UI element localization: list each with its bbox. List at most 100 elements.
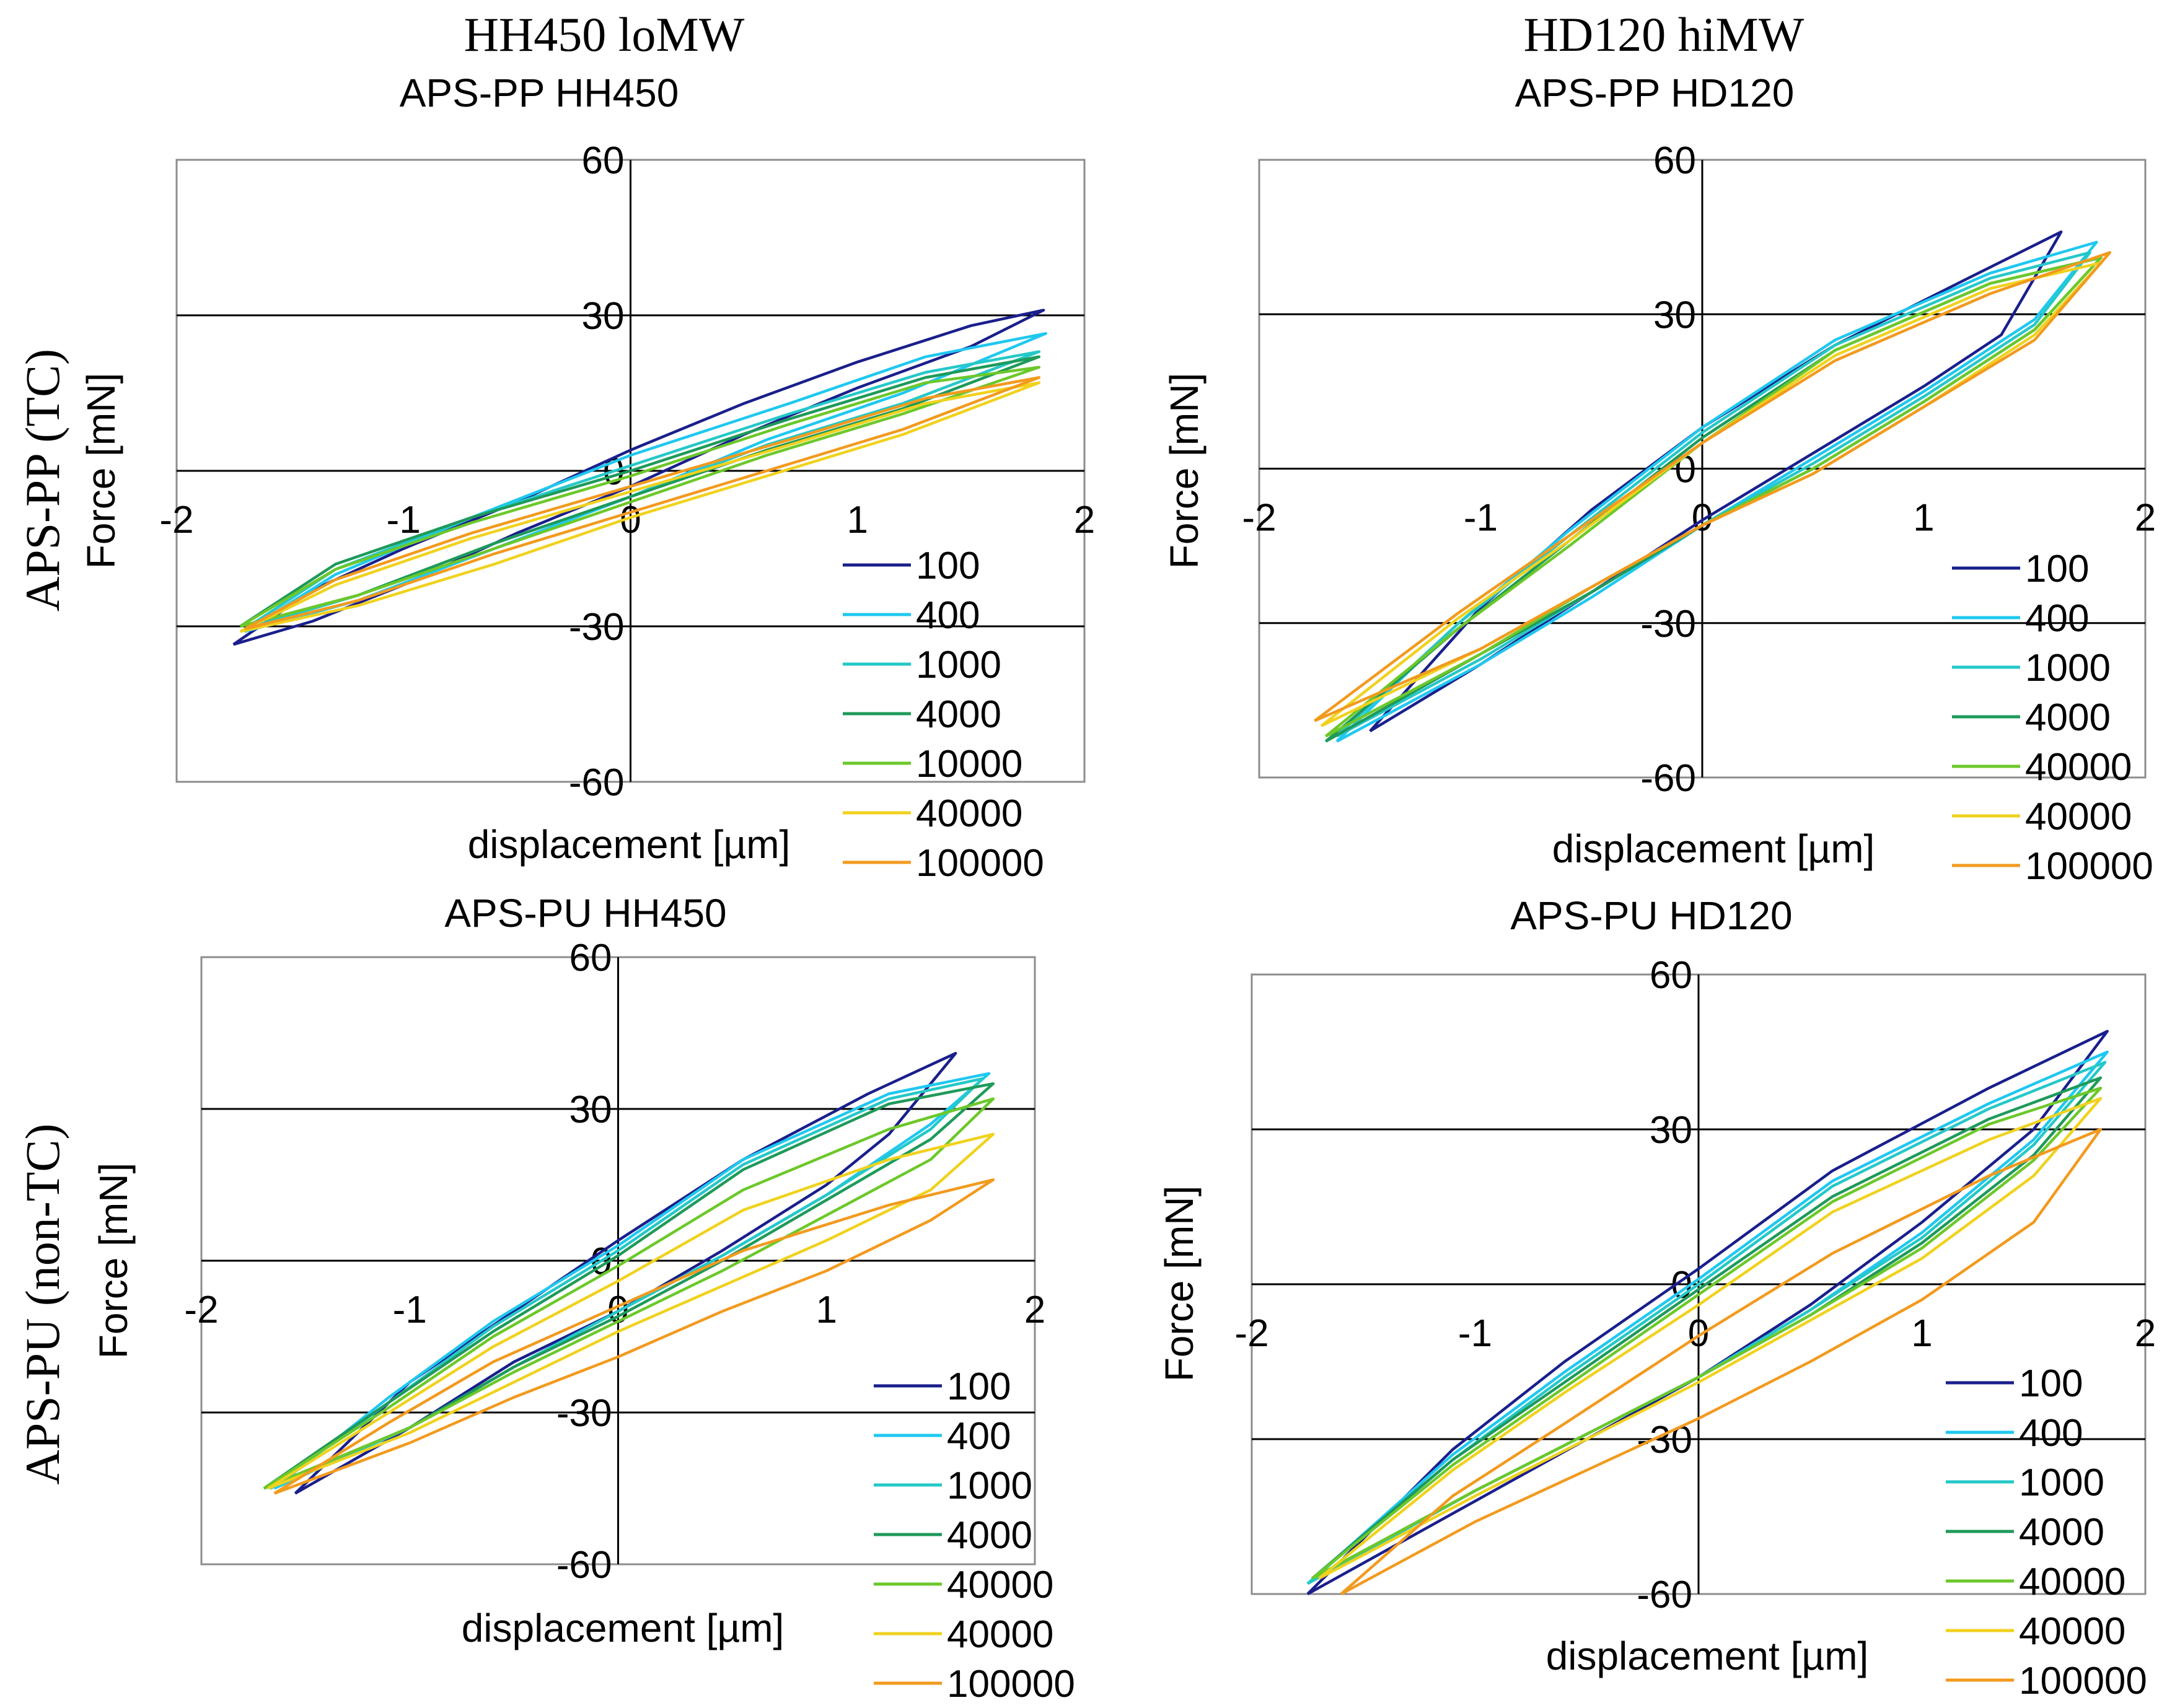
series-line-40000 <box>1311 1087 2103 1580</box>
series-line-10000 <box>239 366 1041 628</box>
chart-title: APS-PU HD120 <box>1510 893 1792 938</box>
y-tick-label: -30 <box>556 1392 612 1435</box>
chart-title: APS-PU HH450 <box>444 891 726 935</box>
legend-label: 40000 <box>916 792 1022 835</box>
legend-label: 100 <box>2025 548 2089 590</box>
series-line-40000 <box>239 381 1041 633</box>
y-axis-label: Force [mN] <box>91 1163 136 1359</box>
legend-label: 40000 <box>2019 1561 2125 1603</box>
legend-label: 400 <box>916 594 980 637</box>
row-label-top: APS-PP (TC) <box>15 349 69 611</box>
series-line-40000 <box>1317 1097 2103 1580</box>
legend: 100 400 1000 4000 40000 40000 100000 <box>1946 1362 2147 1702</box>
x-axis-label: displacement [µm] <box>462 1606 785 1650</box>
chart-title: APS-PP HH450 <box>400 71 679 115</box>
legend-label: 100000 <box>947 1663 1075 1706</box>
x-tick-label: -1 <box>393 1289 427 1331</box>
x-axis-label: displacement [µm] <box>468 822 791 867</box>
y-tick-label: 30 <box>582 295 625 338</box>
legend-label: 4000 <box>2019 1511 2104 1554</box>
legend: 100 400 1000 4000 40000 40000 100000 <box>874 1365 1075 1706</box>
series-line-4000 <box>239 355 1041 628</box>
legend-label: 4000 <box>2025 696 2111 739</box>
legend-label: 40000 <box>2019 1610 2125 1653</box>
series-line-400 <box>1335 240 2098 743</box>
x-tick-label: -1 <box>1458 1312 1492 1355</box>
legend-label: 40000 <box>2025 795 2132 838</box>
legend-label: 100 <box>916 545 980 587</box>
series-line-100000 <box>244 376 1041 631</box>
legend-label: 1000 <box>916 644 1001 686</box>
x-tick-label: 1 <box>816 1289 837 1331</box>
legend-label: 40000 <box>947 1613 1053 1656</box>
x-tick-label: 1 <box>1911 1312 1932 1355</box>
y-tick-label: -30 <box>1640 603 1696 646</box>
y-tick-label: 60 <box>582 139 625 182</box>
legend-label: 400 <box>947 1415 1011 1458</box>
legend-label: 100000 <box>2025 845 2153 888</box>
y-tick-label: 30 <box>1653 294 1696 336</box>
series-line-1000 <box>269 1077 985 1490</box>
y-tick-label: 60 <box>1653 139 1696 182</box>
column-title-left: HH450 loMW <box>464 7 745 61</box>
legend-label: 400 <box>2025 597 2089 640</box>
column-title-right: HD120 hiMW <box>1524 7 1804 61</box>
chart-title: APS-PP HD120 <box>1515 71 1795 115</box>
y-axis-label: Force [mN] <box>1162 373 1207 569</box>
legend-label: 400 <box>2019 1412 2083 1455</box>
y-axis-label: Force [mN] <box>79 373 123 569</box>
series-line-100000 <box>273 1178 995 1495</box>
legend-label: 40000 <box>2025 746 2132 789</box>
x-tick-label: -2 <box>159 499 193 541</box>
y-tick-label: 30 <box>1650 1109 1692 1152</box>
y-tick-label: -60 <box>1637 1574 1692 1616</box>
x-axis-label: displacement [µm] <box>1552 826 1875 871</box>
x-tick-label: -1 <box>1464 497 1498 540</box>
x-tick-label: 2 <box>1024 1289 1045 1331</box>
x-tick-label: -2 <box>1242 497 1276 540</box>
x-tick-label: 0 <box>1688 1312 1709 1355</box>
y-tick-label: -30 <box>569 606 625 649</box>
x-tick-label: 1 <box>847 499 868 541</box>
legend: 100 400 1000 4000 40000 40000 100000 <box>1952 548 2153 888</box>
y-axis-label: Force [mN] <box>1157 1186 1202 1382</box>
series-line-40000 <box>263 1097 995 1490</box>
legend-label: 1000 <box>2019 1461 2104 1504</box>
legend-label: 100000 <box>916 842 1044 885</box>
legend-label: 4000 <box>947 1514 1032 1557</box>
x-tick-label: -2 <box>1234 1312 1268 1355</box>
series-line-100000 <box>1314 251 2112 722</box>
legend-label: 4000 <box>916 693 1001 736</box>
legend-label: 1000 <box>947 1465 1032 1507</box>
x-tick-label: -1 <box>387 499 421 541</box>
legend-label: 100 <box>2019 1362 2083 1405</box>
row-label-bottom: APS-PU (non-TC) <box>15 1124 69 1485</box>
y-tick-label: -60 <box>556 1544 612 1587</box>
x-tick-label: 2 <box>1074 499 1095 541</box>
x-tick-label: 1 <box>1913 497 1934 540</box>
x-tick-label: 2 <box>2135 1312 2156 1355</box>
legend-label: 40000 <box>947 1564 1053 1606</box>
series-line-100000 <box>1340 1128 2103 1595</box>
legend-label: 10000 <box>916 743 1022 786</box>
y-tick-label: -60 <box>1640 757 1696 800</box>
y-tick-label: 30 <box>569 1088 612 1131</box>
x-tick-label: 0 <box>1692 497 1713 540</box>
y-tick-label: -60 <box>569 761 625 804</box>
x-axis-label: displacement [µm] <box>1546 1634 1869 1678</box>
x-tick-label: -2 <box>184 1289 218 1331</box>
legend: 100 400 1000 4000 10000 40000 100000 <box>843 545 1044 885</box>
series-line-1000 <box>244 350 1041 631</box>
series-line-4000 <box>263 1082 995 1490</box>
y-tick-label: 60 <box>1650 954 1692 997</box>
legend-label: 100 <box>947 1365 1011 1408</box>
legend-label: 1000 <box>2025 647 2111 690</box>
y-tick-label: 60 <box>569 937 612 979</box>
legend-label: 100000 <box>2019 1660 2147 1702</box>
x-tick-label: 2 <box>2135 497 2156 540</box>
